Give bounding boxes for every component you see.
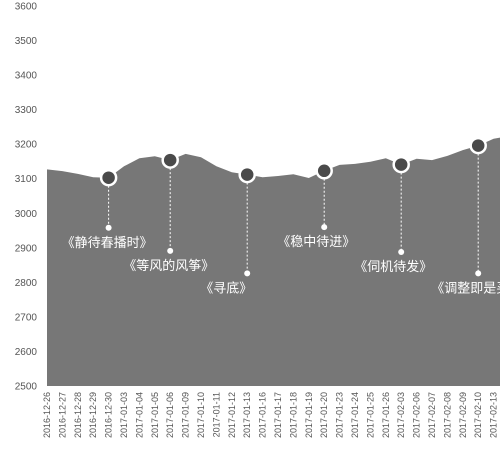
annotation-marker (392, 155, 410, 174)
y-tick-label: 3400 (15, 71, 38, 82)
y-tick-label: 2900 (15, 243, 38, 254)
y-tick-label: 3300 (15, 105, 38, 116)
area-series (47, 137, 500, 386)
x-tick-label: 2017-01-03 (119, 392, 129, 438)
x-tick-label: 2017-01-12 (227, 392, 237, 438)
x-tick-label: 2017-01-04 (134, 392, 144, 438)
annotation-marker (315, 162, 333, 180)
annotation-label: 《伺机待发》 (354, 259, 432, 275)
y-tick-label: 2700 (15, 312, 38, 323)
x-tick-label: 2017-01-26 (381, 392, 391, 438)
x-tick-label: 2016-12-29 (88, 392, 98, 438)
x-tick-label: 2017-01-11 (211, 392, 221, 437)
annotation-marker (238, 165, 256, 184)
annotation-marker (161, 151, 179, 169)
annotation-dot (105, 224, 112, 231)
marker-layer (99, 136, 487, 187)
annotation-dot (167, 247, 174, 254)
x-tick-label: 2017-01-24 (350, 392, 360, 438)
x-tick-label: 2016-12-26 (42, 392, 52, 438)
x-tick-label: 2017-02-03 (396, 392, 406, 438)
x-tick-label: 2017-01-18 (288, 392, 298, 438)
y-tick-label: 2500 (15, 382, 38, 393)
x-tick-label: 2017-02-10 (473, 392, 483, 438)
annotation-label: 《调整即是买 (431, 281, 500, 296)
annotation-dot (244, 270, 251, 277)
x-tick-label: 2017-01-06 (165, 392, 175, 438)
x-tick-label: 2017-01-09 (181, 392, 191, 438)
annotation-dot (321, 224, 328, 231)
x-tick-label: 2017-01-23 (335, 392, 345, 438)
x-tick-label: 2017-01-05 (150, 392, 160, 438)
y-axis: 2500 2600 2700 2800 2900 3000 3100 3200 3300 3400… (15, 2, 38, 393)
x-tick-label: 2017-02-07 (427, 392, 437, 438)
y-tick-label: 3600 (15, 2, 38, 13)
x-tick-label: 2017-01-20 (319, 392, 329, 438)
x-tick-label: 2016-12-27 (57, 392, 67, 438)
annotation-label: 《稳中待进》 (277, 234, 355, 250)
x-tick-label: 2017-01-10 (196, 392, 206, 438)
x-tick-label: 2017-02-06 (412, 392, 422, 438)
x-tick-label: 2017-02-13 (489, 392, 499, 438)
y-tick-label: 2600 (15, 347, 38, 358)
x-tick-label: 2017-01-25 (365, 392, 375, 438)
x-tick-label: 2017-01-19 (304, 392, 314, 438)
area-layer (47, 137, 500, 386)
annotation-dot (475, 270, 482, 277)
y-tick-label: 3200 (15, 140, 38, 151)
x-tick-label: 2016-12-28 (73, 392, 83, 438)
x-axis: 2016-12-26 2016-12-27 2016-12-28 2016-12-29… (42, 392, 499, 438)
x-tick-label: 2017-01-17 (273, 392, 283, 438)
annotation-layer: 《静待春播时》《等风的风筝》《寻底》 《稳中待进》《伺机待发》《调整即是买 (62, 153, 500, 296)
x-tick-label: 2017-01-16 (258, 392, 268, 438)
y-tick-label: 2800 (15, 278, 38, 289)
annotation-label: 《寻底》 (200, 280, 252, 296)
annotation-marker (469, 136, 487, 155)
x-tick-label: 2017-02-09 (458, 392, 468, 438)
x-tick-label: 2016-12-30 (104, 392, 114, 438)
y-tick-label: 3500 (15, 36, 38, 47)
annotation-label: 《静待春播时》 (62, 236, 153, 251)
annotation-marker (99, 168, 118, 187)
y-tick-label: 3100 (15, 174, 38, 185)
x-tick-label: 2017-02-08 (442, 392, 452, 438)
annotation-label: 《等风的风筝》 (123, 258, 214, 274)
x-tick-label: 2017-01-13 (242, 392, 252, 438)
annotation-dot (398, 248, 405, 255)
y-tick-label: 3000 (15, 209, 38, 220)
